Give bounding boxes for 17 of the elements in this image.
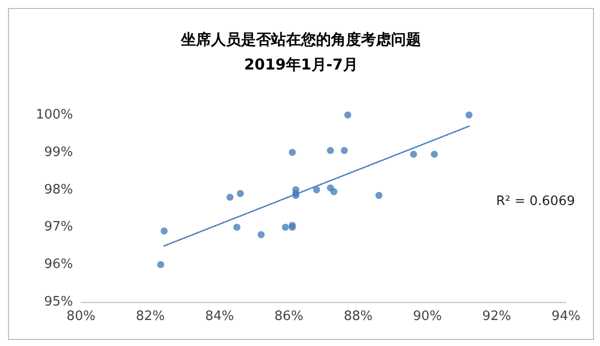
x-tick-label: 94% bbox=[552, 309, 580, 324]
x-tick-label: 86% bbox=[274, 309, 304, 324]
x-tick-label: 80% bbox=[66, 309, 96, 324]
x-tick-label: 88% bbox=[344, 309, 373, 324]
chart-subtitle: 2019年1月-7月 bbox=[244, 56, 358, 74]
x-tick-label: 82% bbox=[136, 309, 165, 324]
y-tick-label: 99% bbox=[44, 144, 73, 160]
annotation: R² = 0.6069 bbox=[496, 194, 575, 209]
y-tick-label: 97% bbox=[44, 220, 73, 235]
y-tick-label: 95% bbox=[44, 294, 73, 310]
y-tick-label: 96% bbox=[44, 257, 73, 272]
y-tick-label: 98% bbox=[44, 182, 73, 198]
y-tick-label: 100% bbox=[36, 108, 73, 122]
x-tick-label: 92% bbox=[482, 309, 512, 324]
x-tick-label: 90% bbox=[412, 309, 442, 324]
x-tick-label: 84% bbox=[205, 309, 234, 324]
chart-title: 坐席人员是否站在您的角度考虑问题 bbox=[180, 30, 421, 48]
